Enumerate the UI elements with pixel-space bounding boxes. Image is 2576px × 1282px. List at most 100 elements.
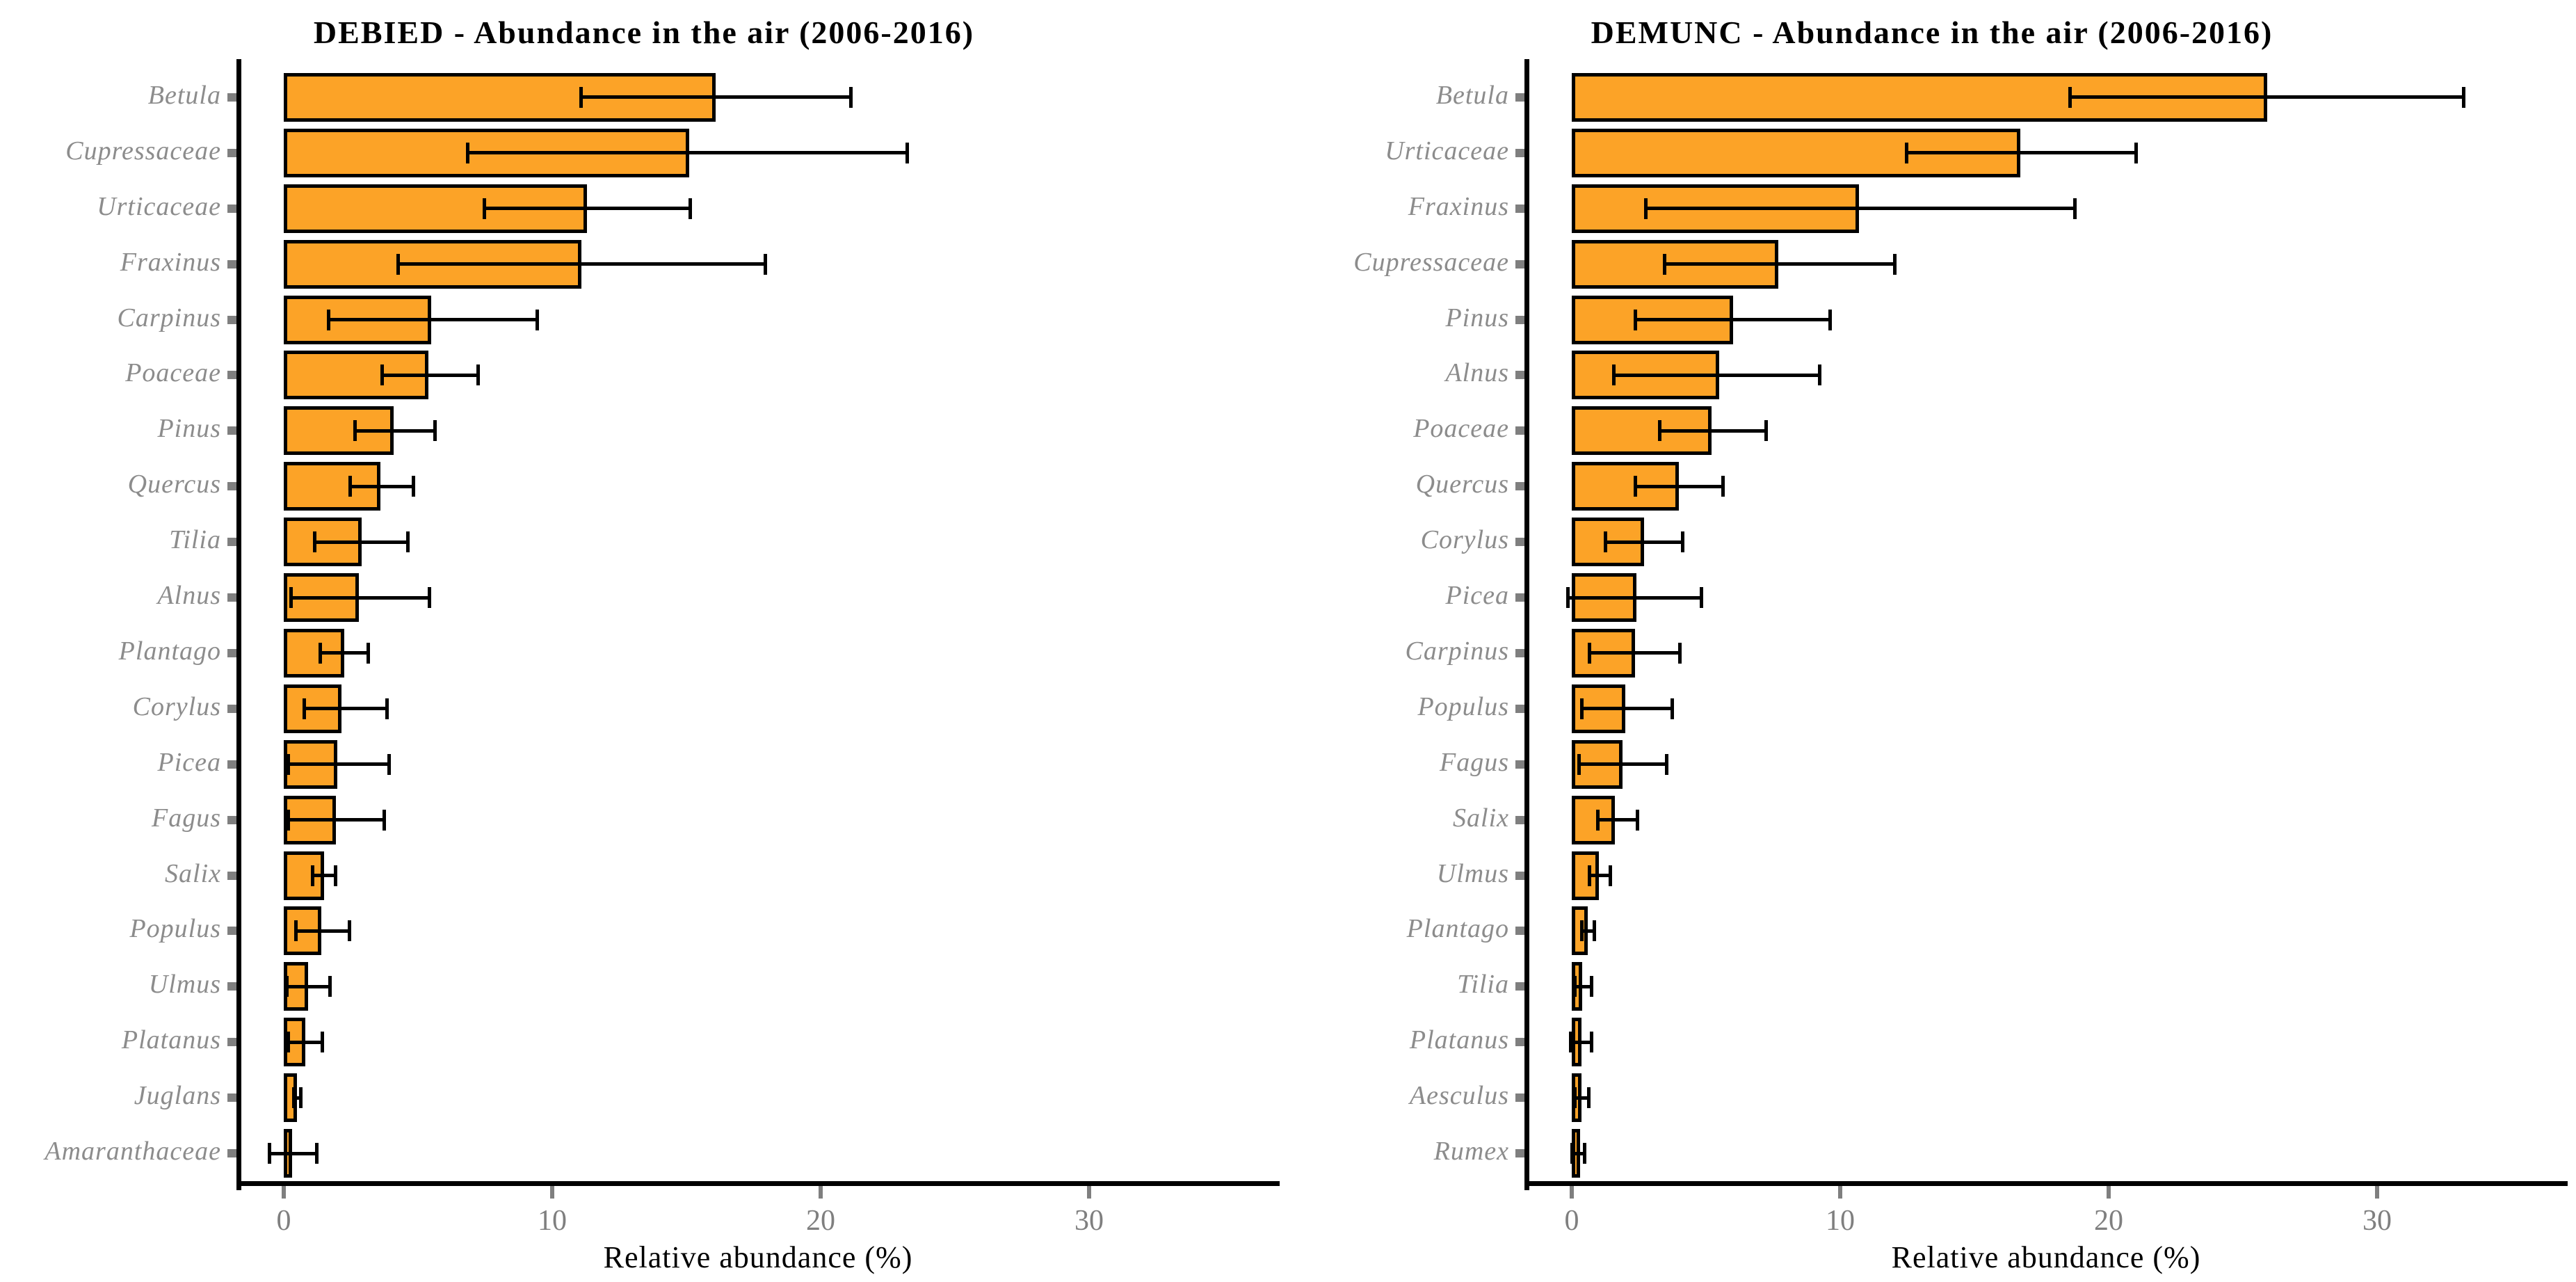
error-bar-cap-high (535, 309, 539, 330)
error-bar-line (1566, 595, 1704, 600)
plot-area-debied: Betula Cupressaceae Urticaceae Fraxinus Carp… (45, 59, 1280, 1274)
error-bar-line (1579, 929, 1596, 933)
category-label: Alnus (157, 581, 221, 611)
error-bar-line (1577, 762, 1668, 767)
category-label: Fagus (152, 803, 221, 833)
y-tick (227, 426, 236, 435)
category-label: Salix (165, 858, 221, 888)
x-tick (819, 1186, 823, 1199)
error-bar-line (310, 874, 338, 878)
category-label: Populus (129, 914, 221, 944)
y-tick (227, 1038, 236, 1047)
error-bar-cap-low (289, 587, 293, 609)
error-bar-cap-high (1635, 809, 1639, 831)
error-bar-cap-high (1700, 587, 1704, 609)
error-bar-cap-low (286, 809, 290, 831)
error-bar-cap-high (2462, 86, 2466, 108)
x-tick (550, 1186, 554, 1199)
category-label: Fraxinus (120, 247, 221, 277)
y-tick (1515, 426, 1524, 435)
y-tick (1515, 148, 1524, 157)
error-bar-line (2068, 95, 2466, 99)
category-label: Plantago (118, 636, 221, 666)
error-bar-cap-low (1657, 420, 1661, 442)
error-bar-cap-high (763, 253, 767, 275)
y-tick (227, 315, 236, 324)
x-axis-title: Relative abundance (%) (603, 1240, 913, 1274)
error-bar-line (284, 984, 332, 988)
error-bar-line (1904, 151, 2139, 155)
error-bar-line (289, 595, 432, 600)
x-tick (282, 1186, 286, 1199)
y-tick (227, 704, 236, 713)
error-bar-line (348, 484, 416, 488)
error-bar-line (380, 373, 480, 377)
category-label: Alnus (1445, 358, 1509, 388)
y-tick (1515, 1038, 1524, 1047)
y-tick (1515, 315, 1524, 324)
category-label: Platanus (1409, 1025, 1509, 1055)
x-tick-label: 0 (276, 1205, 291, 1237)
error-bar-cap-low (1572, 1087, 1577, 1109)
error-bar-cap-high (1592, 920, 1596, 942)
error-bar-cap-high (315, 1143, 319, 1164)
error-bar-cap-high (1583, 1143, 1587, 1164)
error-bar-line (1579, 707, 1674, 711)
error-bar-cap-low (1611, 364, 1616, 386)
category-label: Corylus (1420, 525, 1509, 555)
y-tick (1515, 593, 1524, 602)
error-bar-cap-low (466, 142, 470, 163)
category-label: Ulmus (148, 970, 221, 1000)
error-bar-cap-high (1608, 865, 1612, 886)
error-bar-cap-high (433, 420, 437, 442)
y-tick (227, 648, 236, 657)
error-bar-cap-low (1569, 1032, 1573, 1053)
error-bar-cap-low (482, 198, 486, 219)
error-bar-cap-high (328, 976, 332, 997)
y-tick (227, 259, 236, 269)
error-bar-line (313, 540, 410, 544)
y-tick (227, 482, 236, 491)
y-tick (1515, 1149, 1524, 1158)
error-bar-cap-low (1604, 531, 1608, 553)
y-tick (1515, 204, 1524, 213)
y-tick (227, 204, 236, 213)
x-tick (1570, 1186, 1574, 1199)
category-label: Poaceae (125, 358, 221, 388)
error-bar-cap-high (412, 476, 416, 497)
error-bar-line (1633, 318, 1833, 322)
category-label: Pinus (1445, 303, 1509, 332)
x-axis-title: Relative abundance (%) (1891, 1240, 2201, 1274)
error-bar-cap-high (2072, 198, 2077, 219)
error-bar-cap-high (905, 142, 910, 163)
error-bar-cap-high (1764, 420, 1768, 442)
error-bar-cap-low (286, 753, 290, 775)
category-label: Picea (1445, 581, 1509, 611)
y-tick (1515, 815, 1524, 824)
x-axis-line (236, 1181, 1280, 1186)
x-tick-label: 10 (538, 1205, 567, 1237)
error-bar-cap-high (385, 698, 389, 719)
error-bar-cap-high (1678, 642, 1682, 664)
error-bar-cap-low (1663, 253, 1667, 275)
bar (1572, 406, 1712, 456)
error-bar-line (579, 95, 853, 99)
y-tick (227, 538, 236, 547)
error-bar-cap-high (387, 753, 392, 775)
error-bar-cap-high (1828, 309, 1833, 330)
y-tick (1515, 760, 1524, 769)
error-bar-cap-high (299, 1087, 303, 1109)
bar (284, 628, 344, 678)
category-label: Platanus (121, 1025, 221, 1055)
error-bar-cap-low (267, 1143, 271, 1164)
error-bar-cap-low (310, 865, 314, 886)
error-bar-line (1569, 1040, 1593, 1044)
error-bar-cap-low (303, 698, 307, 719)
error-bar-line (1663, 262, 1897, 266)
y-tick (227, 371, 236, 380)
x-tick (2375, 1186, 2379, 1199)
error-bar-cap-high (688, 198, 692, 219)
x-tick-label: 20 (806, 1205, 835, 1237)
error-bar-cap-low (313, 531, 317, 553)
error-bar-cap-low (579, 86, 583, 108)
